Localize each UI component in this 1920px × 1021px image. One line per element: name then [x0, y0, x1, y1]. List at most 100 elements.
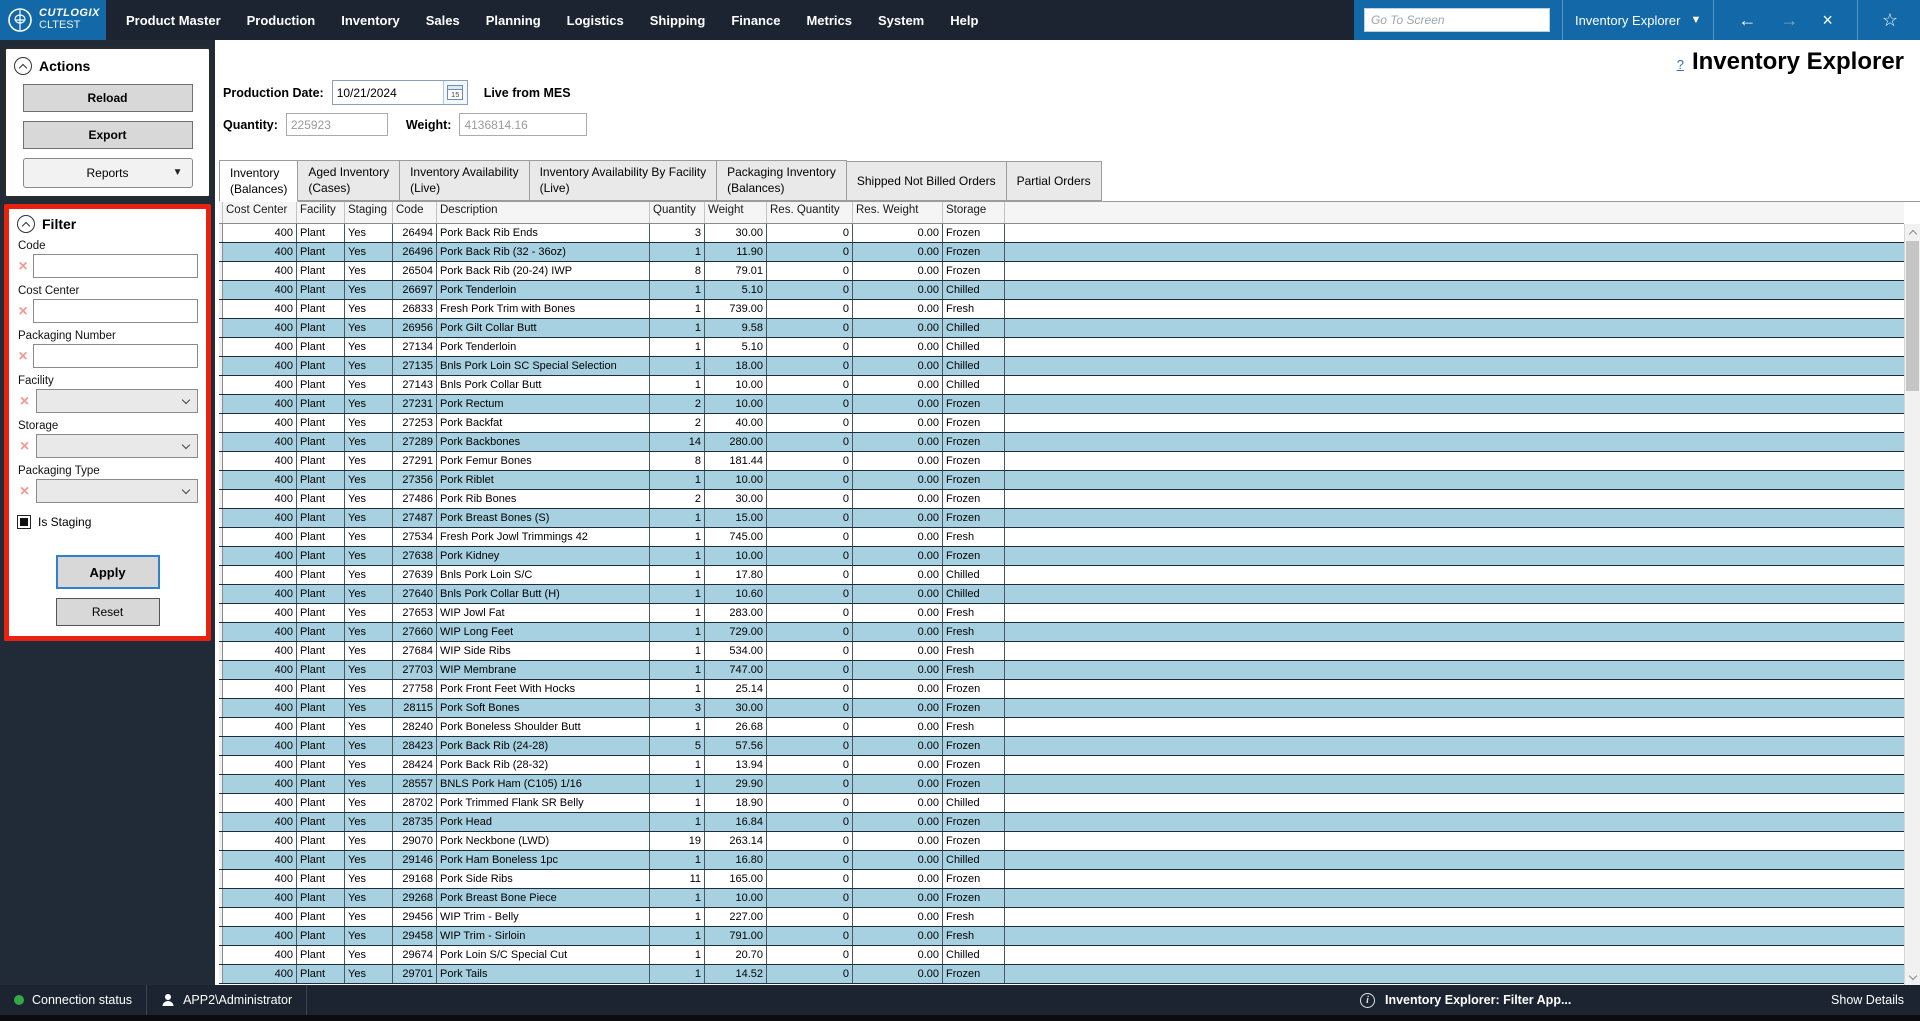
table-row[interactable]: 400PlantYes27356Pork Riblet110.0000.00Fr… — [219, 471, 1904, 490]
table-row[interactable]: 400PlantYes27638Pork Kidney110.0000.00Fr… — [219, 547, 1904, 566]
filter-code-input[interactable] — [33, 254, 198, 278]
column-header-cost-center[interactable]: Cost Center — [223, 202, 297, 223]
favorite-star-button[interactable]: ☆ — [1870, 10, 1910, 31]
column-header-facility[interactable]: Facility — [297, 202, 345, 223]
table-row[interactable]: 400PlantYes29701Pork Tails114.5200.00Fro… — [219, 965, 1904, 984]
back-button[interactable]: ← — [1726, 10, 1768, 31]
table-row[interactable]: 400PlantYes29268Pork Breast Bone Piece11… — [219, 889, 1904, 908]
table-row[interactable]: 400PlantYes27703WIP Membrane1747.0000.00… — [219, 661, 1904, 680]
clear-facility-icon[interactable]: × — [17, 394, 32, 409]
filter-cost-center-input[interactable] — [33, 299, 198, 323]
reset-button[interactable]: Reset — [56, 598, 160, 626]
tab-shipped-not-billed-orders[interactable]: Shipped Not Billed Orders — [846, 161, 1007, 201]
tab-inventory-availability-live[interactable]: Inventory Availability(Live) — [399, 160, 530, 201]
filter-storage-select[interactable] — [36, 434, 198, 458]
table-row[interactable]: 400PlantYes29070Pork Neckbone (LWD)19263… — [219, 832, 1904, 851]
forward-button[interactable]: → — [1768, 10, 1810, 31]
tab-inventory-balances[interactable]: Inventory(Balances) — [219, 160, 298, 202]
table-row[interactable]: 400PlantYes29168Pork Side Ribs11165.0000… — [219, 870, 1904, 889]
table-row[interactable]: 400PlantYes27291Pork Femur Bones8181.440… — [219, 452, 1904, 471]
menu-logistics[interactable]: Logistics — [567, 13, 624, 28]
scroll-down-arrow-icon[interactable] — [1905, 969, 1920, 985]
column-header-quantity[interactable]: Quantity — [650, 202, 705, 223]
column-header-res-quantity[interactable]: Res. Quantity — [767, 202, 853, 223]
table-row[interactable]: 400PlantYes27289Pork Backbones14280.0000… — [219, 433, 1904, 452]
table-row[interactable]: 400PlantYes29456WIP Trim - Belly1227.000… — [219, 908, 1904, 927]
column-header-storage[interactable]: Storage — [943, 202, 1005, 223]
column-header-res-weight[interactable]: Res. Weight — [853, 202, 943, 223]
is-staging-checkbox[interactable] — [17, 515, 31, 529]
table-row[interactable]: 400PlantYes27758Pork Front Feet With Hoc… — [219, 680, 1904, 699]
close-screen-button[interactable]: × — [1810, 10, 1845, 31]
tab-partial-orders[interactable]: Partial Orders — [1006, 161, 1102, 201]
tab-aged-inventory-cases[interactable]: Aged Inventory(Cases) — [297, 160, 400, 201]
menu-inventory[interactable]: Inventory — [341, 13, 400, 28]
tab-packaging-inventory-balances[interactable]: Packaging Inventory(Balances) — [716, 160, 847, 201]
filter-packaging-type-select[interactable] — [36, 479, 198, 503]
show-details-link[interactable]: Show Details — [1831, 993, 1904, 1007]
menu-sales[interactable]: Sales — [426, 13, 460, 28]
menu-product-master[interactable]: Product Master — [126, 13, 221, 28]
menu-shipping[interactable]: Shipping — [650, 13, 706, 28]
table-row[interactable]: 400PlantYes26494Pork Back Rib Ends330.00… — [219, 224, 1904, 243]
table-row[interactable]: 400PlantYes27653WIP Jowl Fat1283.0000.00… — [219, 604, 1904, 623]
table-row[interactable]: 400PlantYes27660WIP Long Feet1729.0000.0… — [219, 623, 1904, 642]
clear-packaging-type-icon[interactable]: × — [17, 484, 32, 499]
export-button[interactable]: Export — [23, 121, 193, 149]
reload-button[interactable]: Reload — [23, 84, 193, 112]
table-row[interactable]: 400PlantYes26833Fresh Pork Trim with Bon… — [219, 300, 1904, 319]
calendar-button[interactable]: 15 — [443, 81, 467, 104]
table-row[interactable]: 400PlantYes27231Pork Rectum210.0000.00Fr… — [219, 395, 1904, 414]
reports-dropdown-button[interactable]: Reports ▼ — [23, 158, 193, 188]
column-header-staging[interactable]: Staging — [345, 202, 393, 223]
filter-packaging-number-input[interactable] — [33, 344, 198, 368]
scroll-up-arrow-icon[interactable] — [1905, 224, 1920, 240]
menu-production[interactable]: Production — [247, 13, 316, 28]
table-row[interactable]: 400PlantYes27135Bnls Pork Loin SC Specia… — [219, 357, 1904, 376]
menu-planning[interactable]: Planning — [486, 13, 541, 28]
clear-cost-center-icon[interactable]: × — [17, 304, 29, 319]
menu-system[interactable]: System — [878, 13, 924, 28]
column-header-code[interactable]: Code — [393, 202, 437, 223]
table-row[interactable]: 400PlantYes26504Pork Back Rib (20-24) IW… — [219, 262, 1904, 281]
collapse-actions-icon[interactable] — [14, 57, 32, 75]
menu-help[interactable]: Help — [950, 13, 978, 28]
table-row[interactable]: 400PlantYes27134Pork Tenderloin15.1000.0… — [219, 338, 1904, 357]
apply-button[interactable]: Apply — [56, 555, 160, 589]
clear-storage-icon[interactable]: × — [17, 439, 32, 454]
table-row[interactable]: 400PlantYes26697Pork Tenderloin15.1000.0… — [219, 281, 1904, 300]
table-row[interactable]: 400PlantYes27640Bnls Pork Collar Butt (H… — [219, 585, 1904, 604]
table-row[interactable]: 400PlantYes29674Pork Loin S/C Special Cu… — [219, 946, 1904, 965]
table-row[interactable]: 400PlantYes27253Pork Backfat240.0000.00F… — [219, 414, 1904, 433]
menu-metrics[interactable]: Metrics — [806, 13, 852, 28]
tab-inventory-availability-by-facility-live[interactable]: Inventory Availability By Facility(Live) — [529, 160, 718, 201]
table-row[interactable]: 400PlantYes27684WIP Side Ribs1534.0000.0… — [219, 642, 1904, 661]
table-row[interactable]: 400PlantYes27487Pork Breast Bones (S)115… — [219, 509, 1904, 528]
table-row[interactable]: 400PlantYes27143Bnls Pork Collar Butt110… — [219, 376, 1904, 395]
table-row[interactable]: 400PlantYes28240Pork Boneless Shoulder B… — [219, 718, 1904, 737]
column-header-description[interactable]: Description — [437, 202, 650, 223]
table-row[interactable]: 400PlantYes27639Bnls Pork Loin S/C117.80… — [219, 566, 1904, 585]
vertical-scrollbar[interactable] — [1904, 224, 1920, 985]
go-to-screen-input[interactable] — [1364, 8, 1550, 32]
collapse-filter-icon[interactable] — [17, 215, 35, 233]
table-row[interactable]: 400PlantYes28115Pork Soft Bones330.0000.… — [219, 699, 1904, 718]
menu-finance[interactable]: Finance — [731, 13, 780, 28]
table-row[interactable]: 400PlantYes26956Pork Gilt Collar Butt19.… — [219, 319, 1904, 338]
table-row[interactable]: 400PlantYes28557BNLS Pork Ham (C105) 1/1… — [219, 775, 1904, 794]
clear-code-icon[interactable]: × — [17, 259, 29, 274]
filter-facility-select[interactable] — [36, 389, 198, 413]
table-row[interactable]: 400PlantYes27534Fresh Pork Jowl Trimming… — [219, 528, 1904, 547]
table-row[interactable]: 400PlantYes29146Pork Ham Boneless 1pc116… — [219, 851, 1904, 870]
table-row[interactable]: 400PlantYes27486Pork Rib Bones230.0000.0… — [219, 490, 1904, 509]
table-row[interactable]: 400PlantYes28735Pork Head116.8400.00Froz… — [219, 813, 1904, 832]
table-row[interactable]: 400PlantYes28423Pork Back Rib (24-28)557… — [219, 737, 1904, 756]
table-row[interactable]: 400PlantYes26496Pork Back Rib (32 - 36oz… — [219, 243, 1904, 262]
column-header-weight[interactable]: Weight — [705, 202, 767, 223]
screen-selector-dropdown[interactable]: Inventory Explorer ▼ — [1575, 13, 1701, 28]
help-link[interactable]: ? — [1677, 57, 1684, 72]
table-row[interactable]: 400PlantYes29458WIP Trim - Sirloin1791.0… — [219, 927, 1904, 946]
clear-packaging-number-icon[interactable]: × — [17, 349, 29, 364]
production-date-input[interactable] — [333, 81, 443, 104]
scrollbar-thumb[interactable] — [1906, 241, 1919, 391]
